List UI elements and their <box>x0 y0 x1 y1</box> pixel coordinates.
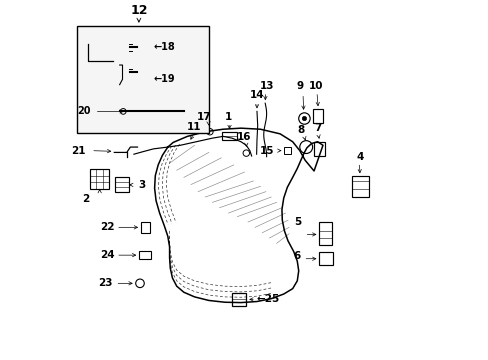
Text: 22: 22 <box>100 222 114 232</box>
Text: ←18: ←18 <box>153 42 175 52</box>
Text: 24: 24 <box>100 250 114 260</box>
Text: 2: 2 <box>82 194 89 204</box>
Text: 10: 10 <box>308 81 323 91</box>
Text: 17: 17 <box>197 112 211 122</box>
Text: 5: 5 <box>294 217 301 227</box>
Text: 4: 4 <box>356 152 364 162</box>
Text: 13: 13 <box>259 81 273 91</box>
Text: 11: 11 <box>187 122 202 132</box>
Text: 9: 9 <box>296 81 303 91</box>
Text: 15: 15 <box>259 146 274 156</box>
Text: 6: 6 <box>293 251 300 261</box>
Text: 21: 21 <box>71 146 86 156</box>
Text: 23: 23 <box>98 278 112 288</box>
Text: 14: 14 <box>249 90 264 100</box>
Text: 8: 8 <box>297 125 304 135</box>
Text: 20: 20 <box>78 107 91 116</box>
Text: 1: 1 <box>224 112 232 122</box>
Text: 7: 7 <box>313 123 321 133</box>
FancyBboxPatch shape <box>77 26 208 133</box>
Text: ←25: ←25 <box>257 294 280 305</box>
Text: ←19: ←19 <box>153 74 175 84</box>
Text: 16: 16 <box>236 132 250 143</box>
Text: 12: 12 <box>130 4 147 17</box>
Circle shape <box>302 116 306 121</box>
Text: 3: 3 <box>138 180 145 190</box>
